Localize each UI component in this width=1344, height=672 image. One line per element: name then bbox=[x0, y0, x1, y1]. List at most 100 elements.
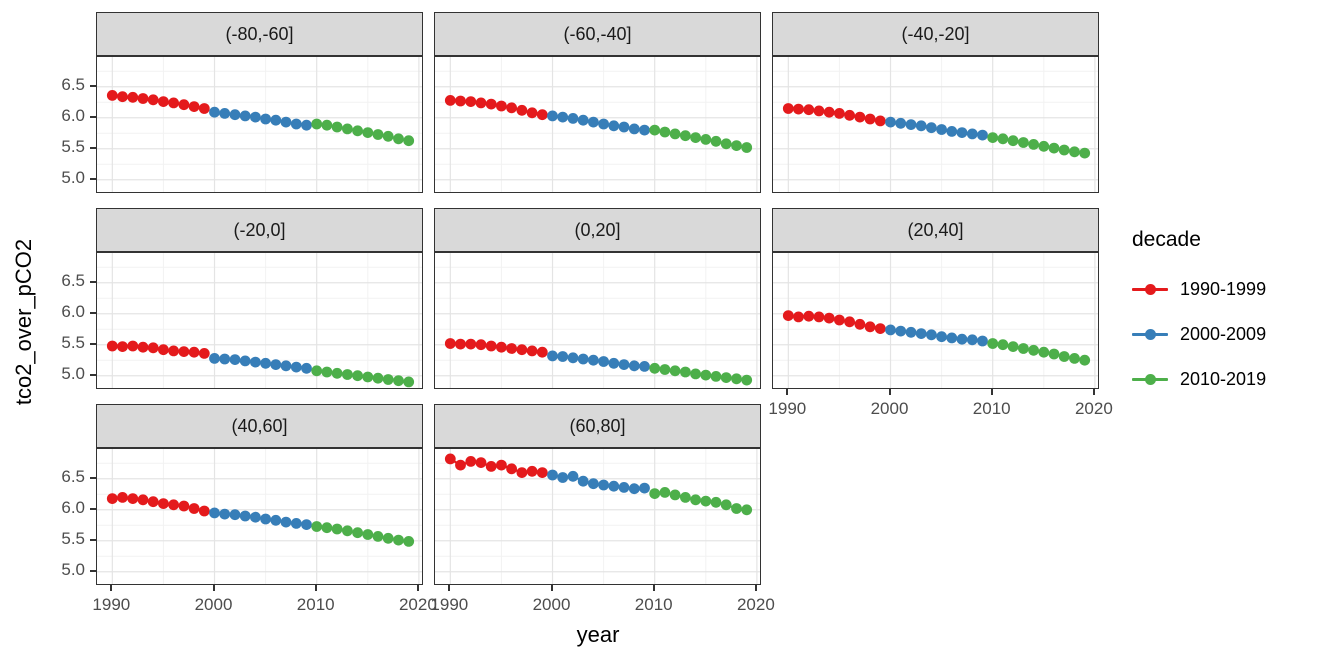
data-point bbox=[659, 126, 671, 138]
data-point bbox=[567, 352, 579, 364]
axis-tick bbox=[110, 585, 113, 591]
axis-tick bbox=[90, 115, 96, 118]
legend-entry-2000-2009: 2000-2009 bbox=[1132, 323, 1332, 345]
data-point bbox=[1048, 348, 1060, 360]
data-point bbox=[250, 111, 261, 123]
data-point bbox=[1058, 144, 1070, 156]
data-point bbox=[547, 469, 558, 481]
facet-panel-5: (0,20] bbox=[434, 208, 761, 389]
data-point bbox=[966, 128, 978, 140]
data-point bbox=[301, 519, 312, 530]
axis-tick bbox=[90, 569, 96, 572]
data-point bbox=[403, 376, 415, 388]
data-point bbox=[874, 115, 886, 127]
data-point bbox=[659, 364, 671, 375]
data-point bbox=[639, 124, 650, 136]
facet-plot-svg bbox=[435, 57, 760, 192]
data-point bbox=[598, 118, 609, 130]
facet-plot-area bbox=[96, 252, 423, 389]
x-tick-label: 2020 bbox=[736, 595, 775, 614]
data-point bbox=[588, 116, 599, 128]
data-point bbox=[669, 365, 681, 377]
data-point bbox=[485, 461, 497, 472]
x-tick-label: 2000 bbox=[532, 595, 571, 614]
axis-tick bbox=[90, 342, 96, 345]
axis-tick bbox=[448, 585, 451, 591]
data-point bbox=[618, 121, 630, 133]
data-point bbox=[1038, 346, 1050, 358]
data-point bbox=[557, 472, 569, 483]
data-point bbox=[280, 516, 292, 528]
data-point bbox=[198, 103, 210, 114]
data-point bbox=[127, 493, 139, 504]
facet-panel-8: (60,80] bbox=[434, 404, 761, 585]
data-point bbox=[382, 374, 394, 385]
data-point bbox=[352, 370, 363, 382]
data-point bbox=[536, 346, 548, 358]
data-point bbox=[567, 113, 579, 124]
axis-tick bbox=[90, 146, 96, 149]
data-point bbox=[700, 369, 712, 381]
facet-plot-svg bbox=[97, 253, 422, 388]
data-point bbox=[813, 105, 825, 117]
data-point bbox=[188, 101, 200, 112]
data-point bbox=[720, 138, 732, 150]
data-point bbox=[219, 353, 231, 365]
facet-plot-svg bbox=[773, 253, 1098, 388]
data-point bbox=[1079, 147, 1091, 159]
axis-tick bbox=[550, 585, 553, 591]
data-point bbox=[628, 123, 640, 135]
data-point bbox=[1038, 140, 1050, 152]
facet-panel-7: (40,60] bbox=[96, 404, 423, 585]
axis-tick bbox=[888, 389, 891, 395]
data-point bbox=[936, 331, 947, 343]
facet-strip: (-80,-60] bbox=[96, 12, 423, 56]
data-point bbox=[680, 492, 691, 503]
legend-key bbox=[1132, 323, 1168, 345]
data-point bbox=[946, 332, 958, 344]
data-point bbox=[639, 482, 650, 494]
data-point bbox=[270, 359, 282, 370]
data-point bbox=[290, 118, 302, 130]
axis-tick bbox=[1092, 389, 1095, 395]
data-point bbox=[475, 339, 487, 351]
point-glyph-icon bbox=[1145, 284, 1156, 295]
data-point bbox=[997, 133, 1009, 145]
data-point bbox=[158, 96, 169, 107]
x-tick-label: 2020 bbox=[1074, 399, 1113, 418]
y-tick-label: 5.5 bbox=[61, 136, 85, 156]
data-point bbox=[885, 324, 896, 336]
facet-strip-label: (60,80] bbox=[569, 415, 626, 436]
data-point bbox=[301, 362, 312, 374]
data-point bbox=[331, 121, 343, 133]
data-point bbox=[731, 140, 742, 151]
data-point bbox=[280, 360, 292, 372]
data-point bbox=[516, 104, 528, 116]
y-tick-label: 6.0 bbox=[61, 105, 85, 125]
facet-plot-svg bbox=[435, 449, 760, 584]
data-point bbox=[854, 318, 866, 330]
data-point bbox=[700, 495, 712, 507]
data-point bbox=[178, 346, 190, 357]
y-tick-label: 5.0 bbox=[61, 363, 85, 383]
facet-strip: (60,80] bbox=[434, 404, 761, 448]
data-point bbox=[526, 465, 538, 477]
facet-panel-4: (-20,0] bbox=[96, 208, 423, 389]
data-point bbox=[1028, 139, 1039, 150]
data-point bbox=[229, 509, 241, 521]
data-point bbox=[557, 351, 569, 362]
data-point bbox=[239, 510, 251, 522]
data-point bbox=[977, 335, 988, 347]
data-point bbox=[700, 134, 712, 145]
data-point bbox=[485, 340, 497, 352]
data-point bbox=[710, 371, 722, 382]
data-point bbox=[526, 345, 538, 357]
data-point bbox=[188, 346, 200, 358]
data-point bbox=[649, 362, 661, 374]
x-tick-label: 2000 bbox=[870, 399, 909, 418]
facet-plot-svg bbox=[97, 449, 422, 584]
data-point bbox=[997, 339, 1009, 351]
data-point bbox=[690, 132, 701, 143]
data-point bbox=[844, 316, 855, 328]
data-point bbox=[506, 343, 517, 354]
